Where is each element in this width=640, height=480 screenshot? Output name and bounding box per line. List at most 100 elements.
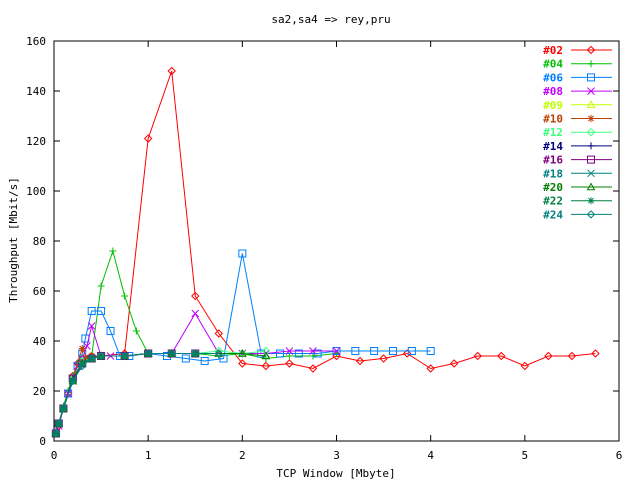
data-point-22 (78, 360, 86, 367)
data-point-06 (276, 349, 284, 358)
data-point-06 (313, 349, 322, 358)
x-tick-label: 6 (616, 449, 623, 462)
data-point-12 (261, 346, 271, 356)
data-point-06 (294, 349, 303, 358)
data-point-24 (87, 354, 96, 363)
y-axis-label: Throughput [Mbit/s] (7, 177, 20, 303)
data-point-02 (285, 359, 294, 368)
data-point-24 (96, 351, 106, 361)
legend-label-06: #06 (543, 71, 563, 84)
legend-marker-08 (587, 87, 595, 95)
data-point-24 (51, 429, 61, 438)
data-point-02 (520, 361, 530, 371)
data-point-10 (83, 355, 91, 362)
legend-marker-06 (587, 73, 595, 82)
legend-marker-09 (586, 100, 596, 109)
data-point-02 (238, 359, 247, 368)
legend-label-16: #16 (543, 154, 563, 167)
data-point-02 (214, 329, 223, 338)
legend-label-02: #02 (543, 44, 563, 57)
data-point-24 (78, 361, 87, 371)
legend-marker-10 (587, 115, 595, 122)
data-point-06 (200, 357, 209, 365)
legend-marker-12 (586, 127, 596, 137)
data-point-02 (167, 66, 176, 76)
data-point-06 (181, 354, 190, 363)
y-tick-label: 0 (39, 435, 46, 448)
y-tick-label: 140 (26, 85, 46, 98)
x-axis-label: TCP Window [Mbyte] (276, 467, 395, 480)
x-tick-label: 2 (239, 449, 246, 462)
data-point-02 (379, 354, 388, 363)
legend-marker-02 (586, 45, 596, 55)
data-point-02 (473, 351, 482, 361)
data-point-10 (78, 345, 86, 352)
data-point-02 (567, 351, 577, 361)
x-tick-label: 4 (427, 449, 434, 462)
plot-area (51, 66, 600, 438)
legend-label-04: #04 (543, 58, 563, 71)
series-line-04 (55, 249, 337, 434)
series-line-20 (55, 353, 266, 434)
data-point-02 (261, 361, 271, 371)
legend-label-09: #09 (543, 99, 563, 112)
data-point-02 (426, 364, 435, 373)
data-point-20 (237, 348, 247, 357)
data-point-04 (109, 247, 117, 255)
legend-label-10: #10 (543, 113, 563, 126)
x-tick-label: 5 (522, 449, 529, 462)
data-point-02 (450, 359, 459, 368)
data-point-06 (97, 307, 106, 315)
legend-marker-14 (587, 142, 595, 150)
legend-marker-18 (587, 169, 595, 178)
data-point-08 (332, 347, 341, 355)
legend-label-20: #20 (543, 181, 563, 194)
data-point-08 (191, 309, 200, 318)
data-point-02 (544, 351, 553, 361)
data-point-12 (238, 349, 247, 358)
data-point-24 (167, 349, 176, 358)
series-line-12 (55, 350, 266, 434)
data-point-02 (402, 349, 412, 358)
legend-marker-04 (587, 60, 595, 68)
data-point-04 (97, 282, 105, 290)
x-tick-label: 3 (333, 449, 340, 462)
data-point-24 (120, 351, 129, 361)
y-tick-label: 40 (33, 335, 46, 348)
data-point-06 (64, 389, 73, 398)
legend-label-18: #18 (543, 167, 563, 180)
data-point-02 (191, 291, 200, 301)
series-line-06 (55, 253, 431, 434)
data-point-02 (308, 364, 318, 373)
y-tick-label: 20 (33, 385, 46, 398)
data-point-06 (87, 307, 96, 315)
data-point-06 (370, 347, 379, 355)
series-line-08 (55, 312, 337, 434)
data-point-24 (54, 419, 63, 428)
series-line-02 (55, 70, 596, 434)
data-point-12 (214, 346, 223, 356)
series-06 (51, 249, 435, 438)
legend-label-14: #14 (543, 140, 563, 153)
legend: #02#04#06#08#09#10#12#14#16#18#20#22#24 (543, 44, 612, 221)
data-point-22 (52, 430, 60, 437)
legend-label-12: #12 (543, 126, 563, 139)
data-point-24 (191, 349, 200, 358)
data-point-06 (219, 354, 228, 363)
legend-label-22: #22 (543, 195, 563, 208)
data-point-24 (68, 376, 78, 386)
data-point-04 (121, 292, 129, 300)
data-point-24 (214, 349, 223, 358)
data-point-04 (132, 327, 140, 335)
y-tick-label: 160 (26, 35, 46, 48)
data-point-06 (106, 327, 115, 335)
data-point-08 (87, 322, 96, 330)
y-tick-label: 120 (26, 135, 46, 148)
chart-title: sa2,sa4 => rey,pru (271, 13, 390, 26)
series-04 (52, 247, 340, 437)
x-tick-label: 1 (145, 449, 152, 462)
y-tick-label: 60 (33, 285, 46, 298)
data-point-02 (143, 134, 153, 143)
